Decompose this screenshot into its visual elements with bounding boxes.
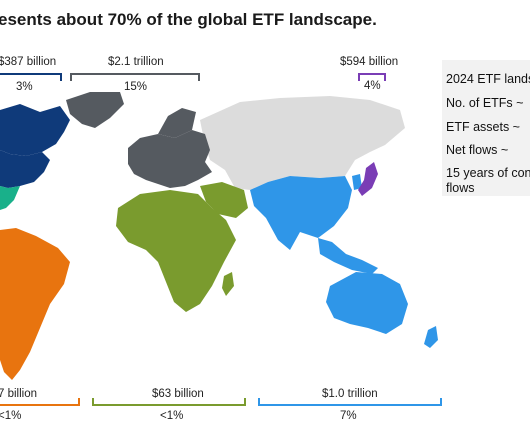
latin-america-region — [0, 228, 70, 380]
australia-region — [326, 272, 408, 334]
panel-row-flows: Net flows ~ — [446, 143, 509, 157]
asia-pacific-region — [250, 176, 352, 250]
canada-region — [0, 104, 70, 156]
panel-footer-line1: 15 years of con — [446, 166, 530, 180]
panel-heading: 2024 ETF lands — [446, 72, 530, 86]
madagascar-region — [222, 272, 234, 296]
page-title: esents about 70% of the global ETF lands… — [0, 10, 377, 29]
new-zealand-region — [424, 326, 438, 348]
greenland-region — [66, 92, 124, 128]
africa-value-label: $63 billion — [152, 388, 204, 400]
apac-pct-label: 7% — [340, 410, 357, 422]
apac-bracket — [258, 398, 442, 406]
world-map — [0, 92, 438, 380]
europe-region — [128, 130, 212, 188]
latam-pct-label: <1% — [0, 410, 22, 422]
japan-pct-label: 4% — [364, 80, 381, 92]
japan-region — [358, 162, 378, 196]
canada-value-label: $387 billion — [0, 56, 57, 68]
southeast-asia-region — [318, 238, 378, 274]
europe-pct-label: 15% — [124, 81, 148, 93]
middle-east-region — [200, 182, 248, 218]
africa-bracket — [92, 398, 246, 406]
panel-footer-line2: flows — [446, 181, 475, 195]
europe-bracket — [70, 73, 200, 81]
apac-value-label: $1.0 trillion — [322, 388, 378, 400]
scandinavia-region — [158, 108, 196, 138]
latam-bracket — [0, 398, 80, 406]
europe-value-label: $2.1 trillion — [108, 56, 164, 68]
canada-pct-label: 3% — [16, 81, 33, 93]
mexico-region — [0, 186, 20, 210]
panel-row-etfs: No. of ETFs ~ — [446, 96, 524, 110]
japan-value-label: $594 billion — [340, 56, 399, 68]
canada-bracket — [0, 73, 62, 81]
latam-value-label: 7 billion — [0, 388, 37, 400]
landscape-panel: 2024 ETF lands No. of ETFs ~ ETF assets … — [442, 60, 530, 196]
africa-region — [116, 190, 236, 312]
korea-region — [352, 174, 362, 190]
panel-row-assets: ETF assets ~ — [446, 120, 520, 134]
japan-bracket — [358, 73, 386, 81]
russia-asia-region — [200, 96, 405, 190]
us-region — [0, 150, 50, 188]
africa-pct-label: <1% — [160, 410, 184, 422]
